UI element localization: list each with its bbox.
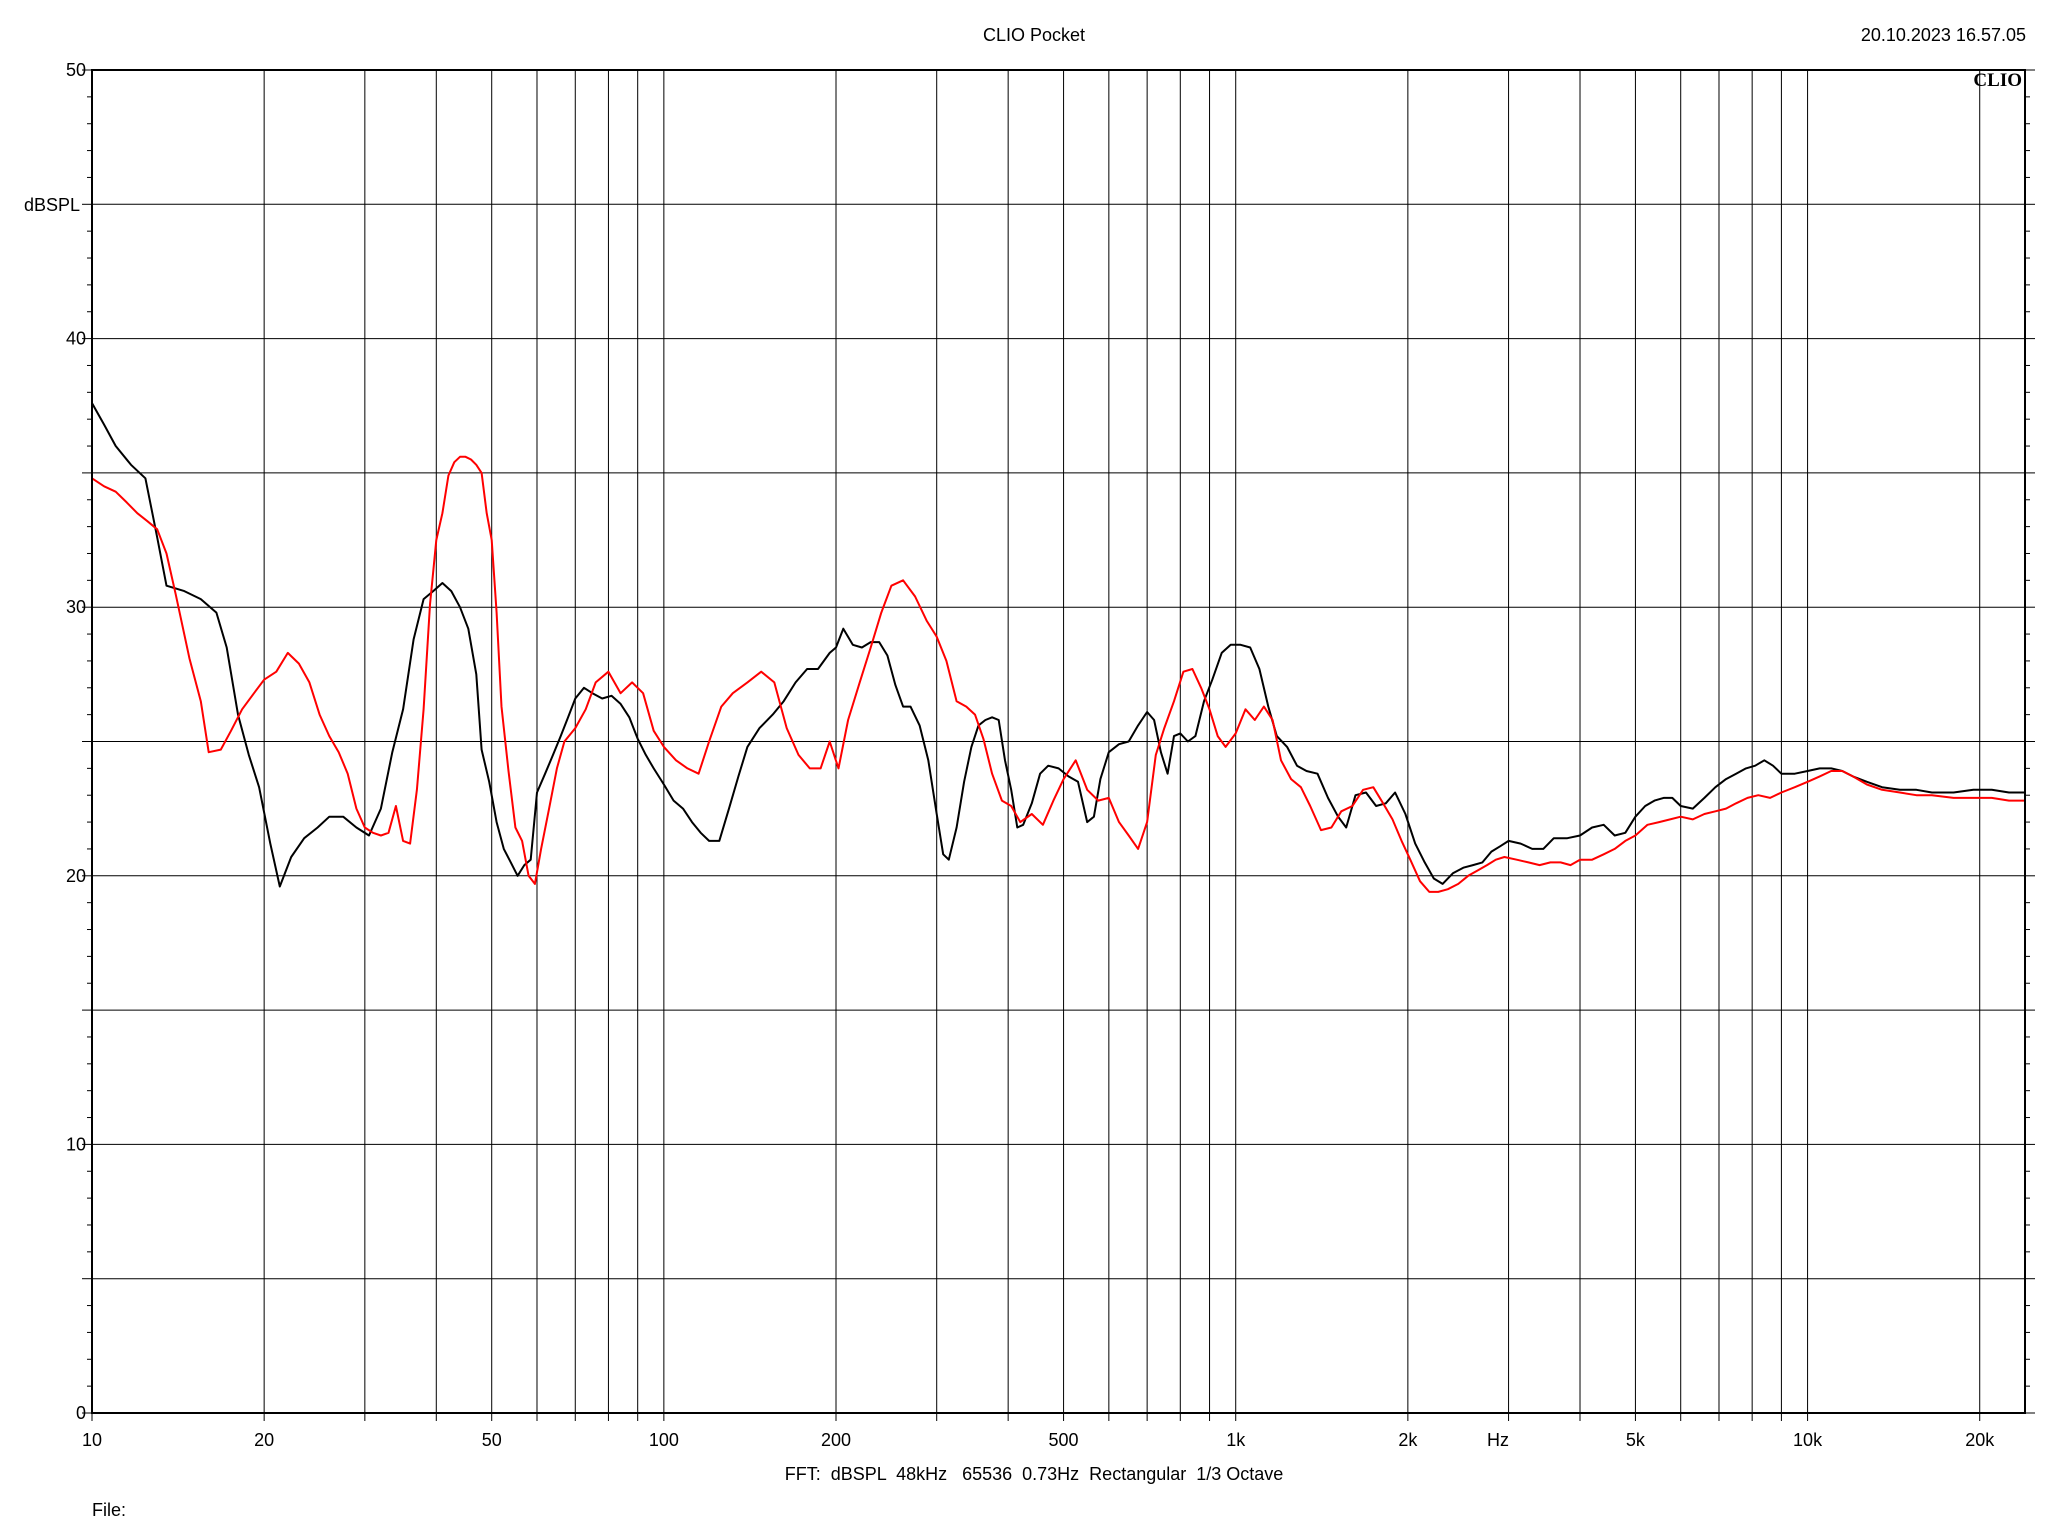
x-tick-label: 200 bbox=[821, 1430, 851, 1450]
x-tick-label: 100 bbox=[649, 1430, 679, 1450]
chart-title: CLIO Pocket bbox=[983, 25, 1085, 45]
x-axis-label: Hz bbox=[1487, 1430, 1509, 1450]
y-axis-label: dBSPL bbox=[24, 195, 80, 215]
x-tick-label: 10k bbox=[1793, 1430, 1823, 1450]
x-tick-label: 20k bbox=[1965, 1430, 1995, 1450]
x-tick-label: 5k bbox=[1626, 1430, 1646, 1450]
y-tick-label: 40 bbox=[66, 329, 86, 349]
y-tick-label: 0 bbox=[76, 1403, 86, 1423]
y-tick-label: 30 bbox=[66, 597, 86, 617]
x-tick-label: 1k bbox=[1226, 1430, 1246, 1450]
x-tick-label: 500 bbox=[1049, 1430, 1079, 1450]
series-group bbox=[91, 402, 2025, 893]
y-tick-label: 10 bbox=[66, 1134, 86, 1154]
x-tick-label: 2k bbox=[1398, 1430, 1418, 1450]
series-line-2 bbox=[91, 455, 2025, 893]
series-line-1 bbox=[91, 402, 2025, 888]
grid bbox=[92, 70, 2025, 1413]
file-label: File: bbox=[92, 1500, 126, 1520]
y-tick-label: 50 bbox=[66, 60, 86, 80]
x-tick-label: 10 bbox=[82, 1430, 102, 1450]
x-axis-ticks: 10 20 50 100 200 500 1k 2k 5k 10k 20k bbox=[82, 1413, 1995, 1450]
y-axis-ticks: 0 10 20 30 40 50 bbox=[66, 60, 2035, 1423]
fft-settings: FFT: dBSPL 48kHz 65536 0.73Hz Rectangula… bbox=[785, 1464, 1284, 1484]
plot-frame bbox=[91, 69, 2026, 1414]
y-tick-label: 20 bbox=[66, 866, 86, 886]
x-tick-label: 50 bbox=[482, 1430, 502, 1450]
x-tick-label: 20 bbox=[254, 1430, 274, 1450]
chart-datetime: 20.10.2023 16.57.05 bbox=[1861, 25, 2026, 45]
clio-logo: CLIO bbox=[1973, 70, 2022, 91]
